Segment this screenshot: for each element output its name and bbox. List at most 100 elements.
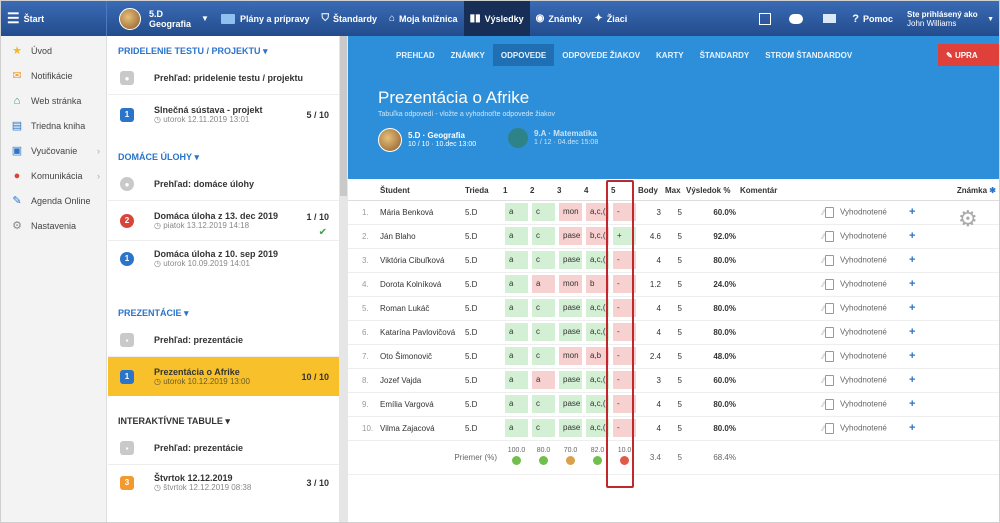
answer-cell[interactable]: c (530, 392, 557, 417)
tab-2[interactable]: ODPOVEDE (492, 44, 555, 66)
list-item[interactable]: ● Prehľad: pridelenie testu / projektu (108, 62, 339, 94)
table-row[interactable]: 5. Roman Lukáč 5.D a c pase a,c,(-4 5 80.0% ⁄⁄ Vyh… (348, 296, 999, 321)
answer-cell[interactable]: - (611, 200, 638, 225)
answer-cell[interactable]: - (611, 248, 638, 273)
grade-cell[interactable] (935, 416, 999, 441)
col-class[interactable]: Trieda (465, 181, 503, 201)
evaluation-status[interactable]: Vyhodnotené (825, 224, 909, 249)
comment-field[interactable]: ⁄⁄ (740, 368, 825, 393)
answer-cell[interactable]: a (503, 320, 530, 345)
plans-menu[interactable]: Plány a prípravy (215, 1, 316, 36)
table-row[interactable]: 6. Katarína Pavlovičová 5.D a c pase a,c,(-4 5 8… (348, 320, 999, 345)
grade-cell[interactable] (935, 344, 999, 369)
tab-6[interactable]: STROM ŠTANDARDOV (765, 50, 853, 60)
answer-cell[interactable]: a (503, 416, 530, 441)
answer-cell[interactable]: pase (557, 392, 584, 417)
section-header-presentations[interactable]: PREZENTÁCIE ▾ (108, 302, 339, 324)
table-row[interactable]: 8. Jozef Vajda 5.D a a pase a,c,(-3 5 60.0% ⁄⁄ Vyh… (348, 368, 999, 393)
answer-cell[interactable]: a,c,( (584, 320, 611, 345)
sidebar-item[interactable]: ⌂ Web stránka (1, 88, 106, 113)
list-scrollbar[interactable] (339, 36, 348, 522)
tab-1[interactable]: ZNÁMKY (450, 50, 485, 60)
answer-cell[interactable]: a,c,( (584, 200, 611, 225)
sidebar-item[interactable]: ⚙ Nastavenia (1, 213, 106, 238)
answer-cell[interactable]: c (530, 224, 557, 249)
section-header-boards[interactable]: INTERAKTÍVNE TABULE ▾ (108, 410, 339, 432)
tab-0[interactable]: PREHĽAD (396, 50, 435, 60)
grade-cell[interactable] (935, 320, 999, 345)
answer-cell[interactable]: a,c,( (584, 416, 611, 441)
evaluation-status[interactable]: Vyhodnotené (825, 368, 909, 393)
answer-cell[interactable]: a (503, 344, 530, 369)
answer-cell[interactable]: mon (557, 272, 584, 297)
start-button[interactable]: ☰ Štart (1, 1, 107, 36)
tab-4[interactable]: KARTY (656, 50, 684, 60)
answer-cell[interactable]: pase (557, 368, 584, 393)
evaluation-status[interactable]: Vyhodnotené (825, 248, 909, 273)
section-header-homework[interactable]: DOMÁCE ÚLOHY ▾ (108, 146, 339, 168)
table-row[interactable]: 3. Viktória Cibuľková 5.D a c pase a,c,(-4 5 80.… (348, 248, 999, 273)
answer-cell[interactable]: a,c,( (584, 296, 611, 321)
answer-cell[interactable]: mon (557, 200, 584, 225)
sidebar-item[interactable]: ✉ Notifikácie (1, 63, 106, 88)
answer-cell[interactable]: + (611, 224, 638, 249)
add-grade-button[interactable]: + (909, 416, 935, 441)
answer-cell[interactable]: c (530, 248, 557, 273)
sidebar-item[interactable]: ★ Úvod (1, 38, 106, 63)
evaluation-status[interactable]: Vyhodnotené (825, 416, 909, 441)
evaluation-status[interactable]: Vyhodnotené (825, 344, 909, 369)
library-menu[interactable]: ⌂ Moja knižnica (383, 1, 464, 36)
list-item[interactable]: ● Prehľad: domáce úlohy (108, 168, 339, 200)
add-grade-button[interactable]: + (909, 320, 935, 345)
sidebar-item[interactable]: ▣ Vyučovanie › (1, 138, 106, 163)
answer-cell[interactable]: - (611, 392, 638, 417)
table-row[interactable]: 2. Ján Blaho 5.D a c pase b,c,(+4.6 5 92.0% ⁄⁄ Vyh… (348, 224, 999, 249)
comment-field[interactable]: ⁄⁄ (740, 344, 825, 369)
answer-cell[interactable]: mon (557, 344, 584, 369)
class-chip-active[interactable]: 5.D · Geografia 10 / 10 · 10.dec 13:00 (378, 128, 476, 152)
answer-cell[interactable]: a (530, 272, 557, 297)
table-row[interactable]: 1. Mária Benková 5.D a c mon a,c,(-3 5 60.0% ⁄⁄ Vy… (348, 200, 999, 225)
answer-cell[interactable]: c (530, 296, 557, 321)
grade-cell[interactable] (935, 368, 999, 393)
add-grade-button[interactable]: + (909, 368, 935, 393)
tab-5[interactable]: ŠTANDARDY (699, 50, 750, 60)
answer-cell[interactable]: pase (557, 248, 584, 273)
grade-cell[interactable] (935, 296, 999, 321)
comment-field[interactable]: ⁄⁄ (740, 296, 825, 321)
evaluation-status[interactable]: Vyhodnotené (825, 392, 909, 417)
add-grade-button[interactable]: + (909, 272, 935, 297)
answer-cell[interactable]: a (530, 368, 557, 393)
grades-menu[interactable]: ◉ Známky (530, 1, 589, 36)
comment-field[interactable]: ⁄⁄ (740, 320, 825, 345)
answer-cell[interactable]: a (503, 368, 530, 393)
results-menu[interactable]: ▮▮ Výsledky (463, 1, 530, 36)
answer-cell[interactable]: a (503, 224, 530, 249)
col-grade[interactable]: Známka ✱ (935, 181, 999, 201)
list-item[interactable]: 2 Domáca úloha z 13. dec 2019 ◷ piatok 1… (108, 200, 339, 240)
comment-field[interactable]: ⁄⁄ (740, 392, 825, 417)
answer-cell[interactable]: pase (557, 296, 584, 321)
add-grade-button[interactable]: + (909, 392, 935, 417)
comment-field[interactable]: ⁄⁄ (740, 248, 825, 273)
answer-cell[interactable]: - (611, 416, 638, 441)
tab-3[interactable]: ODPOVEDE ŽIAKOV (562, 50, 641, 60)
answer-cell[interactable]: c (530, 344, 557, 369)
list-item[interactable]: ▪ Prehľad: prezentácie (108, 324, 339, 356)
answer-cell[interactable]: a,c,( (584, 392, 611, 417)
add-grade-button[interactable]: + (909, 200, 935, 225)
mail-icon[interactable] (823, 14, 837, 23)
evaluation-status[interactable]: Vyhodnotené (825, 200, 909, 225)
answer-cell[interactable]: pase (557, 224, 584, 249)
grid-icon[interactable] (759, 12, 772, 25)
user-menu[interactable]: Ste prihlásený ako John Williams ▼ (899, 1, 999, 36)
answer-cell[interactable]: a,c,( (584, 368, 611, 393)
comment-field[interactable]: ⁄⁄ (740, 200, 825, 225)
answer-cell[interactable]: c (530, 200, 557, 225)
table-row[interactable]: 4. Dorota Kolníková 5.D a a mon b -1.2 5 24.0% ⁄⁄ V… (348, 272, 999, 297)
answer-cell[interactable]: b (584, 272, 611, 297)
chat-icon[interactable] (789, 13, 804, 24)
answer-cell[interactable]: a (503, 296, 530, 321)
list-item-selected[interactable]: 1 Prezentácia o Afrike ◷ utorok 10.12.20… (108, 356, 339, 396)
edit-button[interactable]: ✎ UPRA (938, 44, 999, 66)
